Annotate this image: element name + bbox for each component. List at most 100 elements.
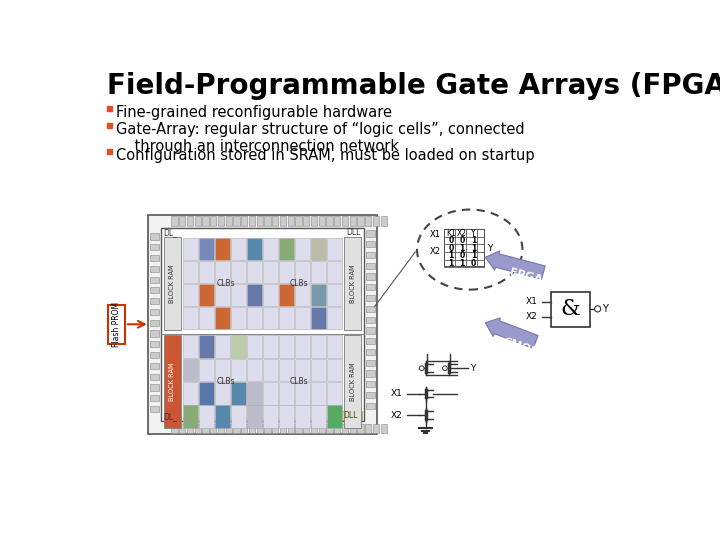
Bar <box>150 244 159 251</box>
Bar <box>344 237 361 330</box>
Bar <box>272 217 279 226</box>
Bar <box>150 255 159 261</box>
Circle shape <box>443 366 447 370</box>
Bar <box>249 217 255 226</box>
Bar <box>202 217 209 226</box>
Bar <box>280 423 286 433</box>
Bar <box>263 359 278 381</box>
Bar <box>263 284 278 306</box>
Bar <box>108 305 125 343</box>
Bar <box>150 395 159 401</box>
Bar <box>233 217 240 226</box>
Bar <box>295 406 310 428</box>
Bar <box>199 307 214 329</box>
Bar <box>365 217 372 226</box>
Text: 1: 1 <box>449 251 454 260</box>
Text: CLBs: CLBs <box>216 377 235 386</box>
Bar <box>183 382 198 404</box>
Bar <box>202 423 209 433</box>
Bar <box>241 423 248 433</box>
Bar <box>247 359 262 381</box>
Bar <box>233 423 240 433</box>
Bar <box>279 335 294 358</box>
Bar <box>366 295 375 301</box>
Bar <box>215 335 230 358</box>
Bar <box>279 238 294 260</box>
Bar <box>551 292 590 327</box>
Bar <box>210 423 216 433</box>
Text: BLOCK RAM: BLOCK RAM <box>350 264 356 303</box>
Bar <box>295 359 310 381</box>
Bar <box>339 410 362 420</box>
Bar <box>444 229 485 266</box>
Bar <box>366 392 375 398</box>
Bar <box>150 320 159 326</box>
Bar <box>230 406 246 428</box>
Bar <box>287 423 294 433</box>
Bar <box>366 381 375 387</box>
Bar <box>295 382 310 404</box>
Bar <box>279 284 294 306</box>
Text: Configuration stored in SRAM, must be loaded on startup: Configuration stored in SRAM, must be lo… <box>116 148 534 163</box>
Bar <box>150 341 159 347</box>
Bar <box>327 335 342 358</box>
Bar <box>366 306 375 312</box>
Bar <box>311 406 326 428</box>
Text: DLL: DLL <box>346 228 361 237</box>
Bar <box>311 423 317 433</box>
Bar <box>264 217 271 226</box>
Bar <box>230 382 246 404</box>
Bar <box>327 359 342 381</box>
Circle shape <box>595 306 600 312</box>
Bar <box>199 261 214 283</box>
Text: 1: 1 <box>459 244 464 253</box>
Bar <box>295 261 310 283</box>
Bar <box>247 284 262 306</box>
Bar <box>279 406 294 428</box>
Bar <box>350 217 356 226</box>
Bar <box>334 217 341 226</box>
Text: BLOCK RAM: BLOCK RAM <box>169 362 175 401</box>
Bar <box>215 382 230 404</box>
Bar <box>256 217 263 226</box>
Text: Flash PROM: Flash PROM <box>112 302 121 347</box>
Text: 1: 1 <box>459 259 464 268</box>
Bar <box>187 423 193 433</box>
Bar <box>161 228 364 421</box>
Text: Y: Y <box>469 363 475 373</box>
Bar <box>279 359 294 381</box>
Bar <box>272 423 279 433</box>
Bar <box>247 406 262 428</box>
Bar <box>326 217 333 226</box>
Bar <box>327 284 342 306</box>
Text: X1: X1 <box>390 389 402 398</box>
Bar <box>381 217 387 226</box>
Bar <box>263 406 278 428</box>
Bar <box>327 406 342 428</box>
Bar <box>183 335 198 358</box>
Bar <box>366 370 375 377</box>
Text: CLBs: CLBs <box>290 279 309 288</box>
Bar <box>264 423 271 433</box>
Text: 0: 0 <box>459 236 464 245</box>
Bar <box>303 423 310 433</box>
Bar <box>295 423 302 433</box>
Bar <box>199 406 214 428</box>
Bar <box>230 307 246 329</box>
Text: 1: 1 <box>471 244 476 253</box>
Text: DLL: DLL <box>343 410 358 420</box>
Bar <box>357 423 364 433</box>
Bar <box>183 284 198 306</box>
Bar <box>215 359 230 381</box>
Bar <box>194 423 201 433</box>
Bar <box>366 231 375 237</box>
Bar <box>107 123 112 128</box>
Bar <box>199 238 214 260</box>
Bar <box>241 217 248 226</box>
Text: X1: X1 <box>526 298 537 307</box>
Bar <box>263 238 278 260</box>
Bar <box>366 241 375 247</box>
Bar <box>366 360 375 366</box>
Circle shape <box>419 366 424 370</box>
Bar <box>150 309 159 315</box>
